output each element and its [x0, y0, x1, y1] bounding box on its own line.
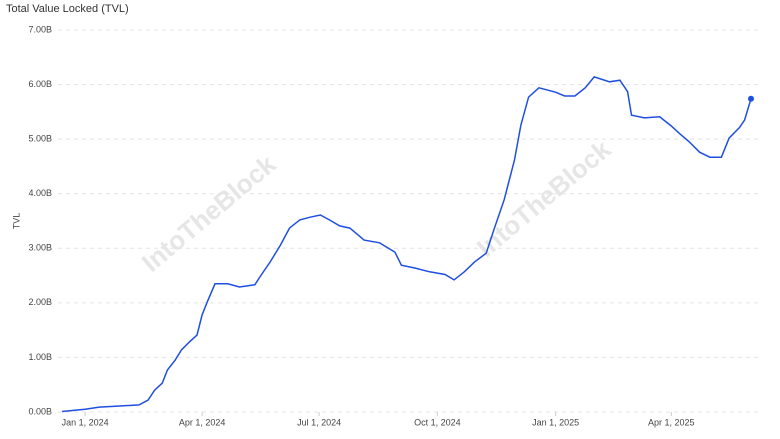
y-tick-label: 4.00B: [28, 188, 52, 198]
y-tick-label: 3.00B: [28, 243, 52, 253]
x-tick-label: Jul 1, 2024: [297, 417, 341, 427]
watermark: IntoTheBlock: [471, 134, 617, 263]
y-axis-label: TVL: [11, 213, 21, 230]
y-tick-label: 6.00B: [28, 79, 52, 89]
end-point: [748, 95, 754, 102]
x-tick-label: Jan 1, 2025: [532, 417, 579, 427]
x-tick-label: Oct 1, 2024: [414, 417, 461, 427]
line: [61, 76, 752, 413]
x-tick-label: Jan 1, 2024: [62, 417, 109, 427]
y-tick-label: 2.00B: [28, 297, 52, 307]
watermark: IntoTheBlock: [136, 149, 282, 278]
y-tick-label: 5.00B: [28, 134, 52, 144]
y-tick-label: 7.00B: [28, 24, 52, 34]
x-tick-label: Apr 1, 2025: [648, 417, 695, 427]
y-tick-label: 1.00B: [28, 352, 52, 362]
y-tick-label: 0.00B: [28, 406, 52, 416]
chart-title: Total Value Locked (TVL): [6, 3, 129, 15]
x-tick-label: Apr 1, 2024: [179, 417, 226, 427]
